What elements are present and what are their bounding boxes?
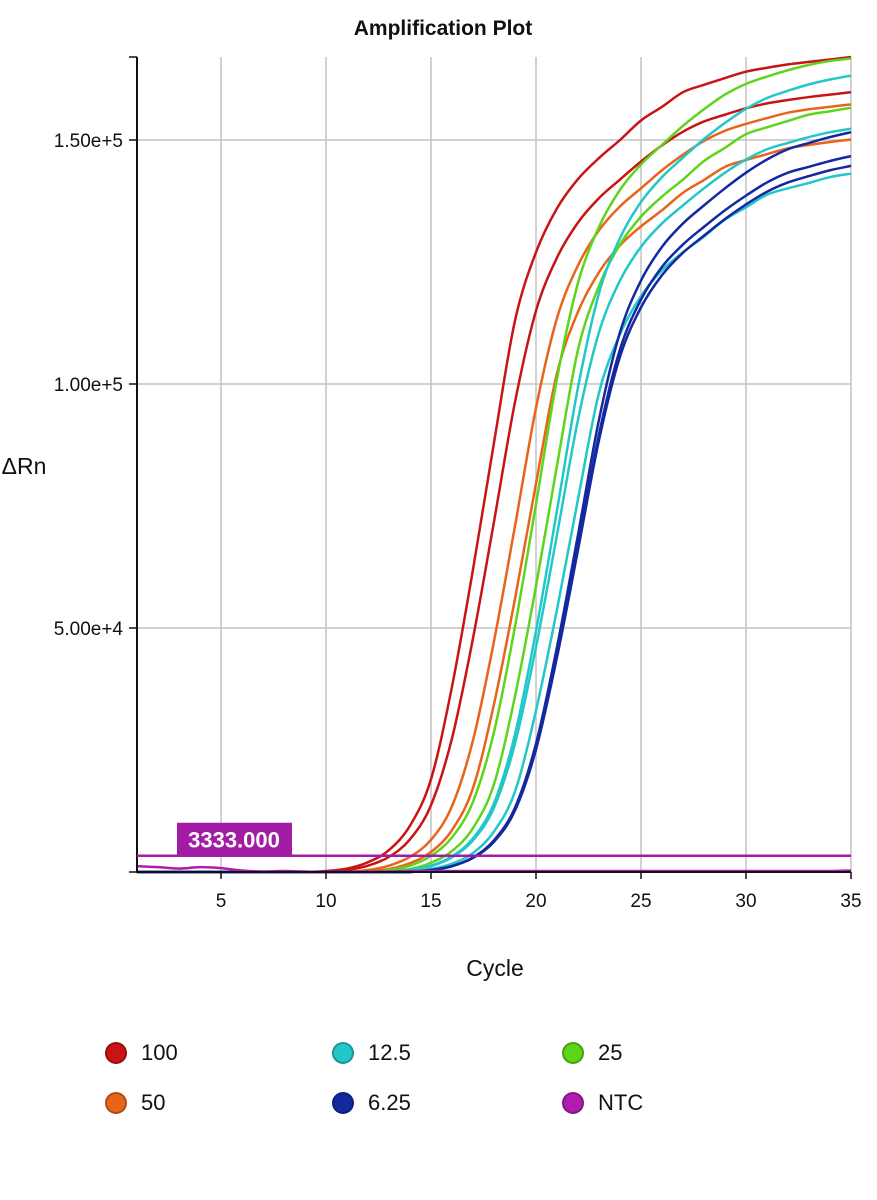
x-tick-label: 10 bbox=[315, 891, 336, 912]
chart-title: Amplification Plot bbox=[354, 17, 533, 40]
x-axis-label: Cycle bbox=[466, 955, 524, 981]
x-tick-label: 30 bbox=[735, 891, 756, 912]
amplification-plot: Amplification Plot 5 10 15 20 25 30 35 5.00e+4 1… bbox=[2, 17, 862, 981]
amplification-curve-6-25 bbox=[137, 154, 852, 874]
x-tick-label: 35 bbox=[840, 891, 861, 912]
threshold[interactable]: 3333.000 bbox=[137, 822, 851, 857]
legend-marker-icon bbox=[562, 1092, 584, 1114]
amplification-curve-100 bbox=[137, 55, 852, 874]
legend-label: NTC bbox=[598, 1090, 644, 1115]
legend-label: 100 bbox=[141, 1040, 178, 1065]
threshold-label-box[interactable] bbox=[177, 822, 292, 856]
legend-marker-icon bbox=[332, 1092, 354, 1114]
legend-item[interactable]: 25 bbox=[562, 1040, 622, 1066]
y-tick-label: 5.00e+4 bbox=[54, 619, 124, 640]
legend-label: 12.5 bbox=[368, 1040, 411, 1065]
axes: 5 10 15 20 25 30 35 5.00e+4 1.00e+5 1.50e+5 bbox=[54, 56, 862, 912]
legend-item[interactable]: 100 bbox=[105, 1040, 178, 1066]
amplification-curve-50 bbox=[137, 103, 852, 874]
legend-item[interactable]: 12.5 bbox=[332, 1040, 411, 1066]
legend-marker-icon bbox=[562, 1042, 584, 1064]
legend-label: 50 bbox=[141, 1090, 166, 1115]
legend-label: 25 bbox=[598, 1040, 623, 1065]
amplification-curve-12-5 bbox=[137, 127, 852, 874]
y-tick-label: 1.50e+5 bbox=[54, 131, 123, 152]
legend-item[interactable]: 6.25 bbox=[332, 1090, 411, 1116]
legend: 100 50 12.5 6.25 25 NTC bbox=[0, 1030, 877, 1140]
threshold-label[interactable]: 3333.000 bbox=[188, 828, 280, 853]
legend-marker-icon bbox=[105, 1092, 127, 1114]
x-tick-label: 15 bbox=[420, 891, 441, 912]
legend-item[interactable]: NTC bbox=[562, 1090, 643, 1116]
grid bbox=[137, 57, 852, 872]
curves bbox=[136, 55, 852, 874]
amplification-curve-50 bbox=[137, 138, 852, 874]
y-axis-label: ΔRn bbox=[2, 453, 47, 479]
amplification-curve-25 bbox=[137, 106, 852, 874]
legend-marker-icon bbox=[332, 1042, 354, 1064]
amplification-curve-12-5 bbox=[137, 74, 852, 874]
y-tick-label: 1.00e+5 bbox=[54, 375, 123, 396]
x-tick-label: 5 bbox=[216, 891, 227, 912]
legend-item[interactable]: 50 bbox=[105, 1090, 165, 1116]
amplification-curve-25 bbox=[137, 57, 852, 874]
x-tick-label: 20 bbox=[525, 891, 546, 912]
x-tick-label: 25 bbox=[630, 891, 651, 912]
legend-label: 6.25 bbox=[368, 1090, 411, 1115]
amplification-curve-6-25 bbox=[137, 130, 852, 874]
legend-marker-icon bbox=[105, 1042, 127, 1064]
